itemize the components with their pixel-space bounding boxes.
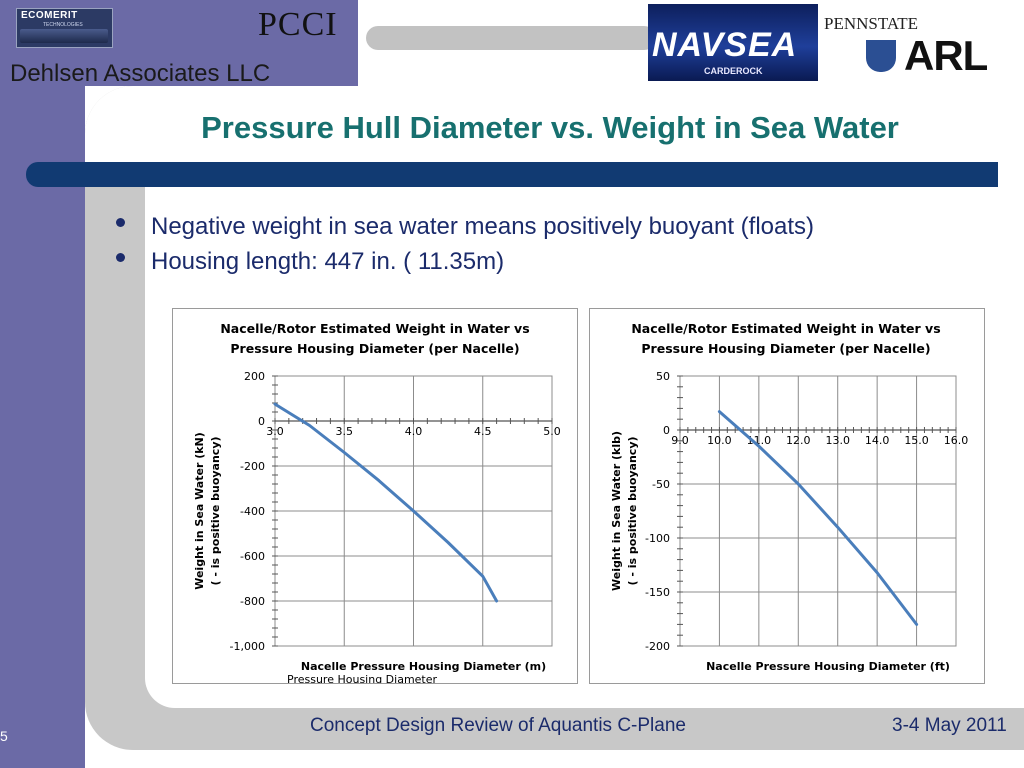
wave-icon xyxy=(20,29,108,43)
chart-metric-svg: Nacelle/Rotor Estimated Weight in Water … xyxy=(193,321,561,686)
y-tick-label: -150 xyxy=(645,586,670,599)
ecomerit-logo-subtext: TECHNOLOGIES xyxy=(43,22,83,28)
series-line xyxy=(273,402,499,603)
x-tick-label: 14.0 xyxy=(865,434,890,447)
x-tick-label: 3.5 xyxy=(336,425,354,438)
y-axis-label: ( - is positive buoyancy) xyxy=(626,436,639,585)
chart-imperial-svg: Nacelle/Rotor Estimated Weight in Water … xyxy=(610,321,969,673)
x-tick-label: 13.0 xyxy=(825,434,850,447)
ecomerit-logo: ECOMERIT TECHNOLOGIES xyxy=(16,8,113,48)
y-tick-label: -1,000 xyxy=(230,640,265,653)
chart-imperial: Nacelle/Rotor Estimated Weight in Water … xyxy=(589,308,985,684)
x-tick-label: 3.0 xyxy=(266,425,284,438)
bullet-text: Negative weight in sea water means posit… xyxy=(151,213,814,240)
slide-number: 5 xyxy=(0,728,8,744)
navsea-logo-text: NAVSEA xyxy=(652,26,798,64)
header-pill xyxy=(366,26,656,50)
plot-area xyxy=(679,375,957,647)
y-tick-label: 50 xyxy=(656,370,670,383)
slide-title: Pressure Hull Diameter vs. Weight in Sea… xyxy=(201,110,899,145)
y-tick-label: -50 xyxy=(652,478,670,491)
y-axis-label: ( - is positive buoyancy) xyxy=(209,436,222,585)
x-tick-label: 15.0 xyxy=(904,434,929,447)
ecomerit-logo-text: ECOMERIT xyxy=(21,10,78,21)
bullet-icon xyxy=(116,218,125,227)
chart-metric: Nacelle/Rotor Estimated Weight in Water … xyxy=(172,308,578,686)
series-line xyxy=(717,410,919,626)
x-tick-label: 10.0 xyxy=(707,434,732,447)
arl-logo: ARL xyxy=(904,32,988,79)
y-tick-label: -600 xyxy=(240,550,265,563)
chart-title: Pressure Housing Diameter (per Nacelle) xyxy=(230,341,519,356)
y-tick-label: -800 xyxy=(240,595,265,608)
y-tick-label: 0 xyxy=(663,424,670,437)
x-axis-label: Nacelle Pressure Housing Diameter (m) xyxy=(301,660,546,673)
company-name: Dehlsen Associates LLC xyxy=(10,60,271,87)
y-tick-label: 0 xyxy=(258,415,265,428)
x-tick-label: 5.0 xyxy=(543,425,561,438)
chart-title: Nacelle/Rotor Estimated Weight in Water … xyxy=(631,321,940,336)
title-rule xyxy=(26,162,998,187)
y-tick-label: -400 xyxy=(240,505,265,518)
navsea-logo: NAVSEA CARDEROCK xyxy=(648,4,818,81)
sidebar-band xyxy=(0,0,85,768)
footer-date: 3-4 May 2011 xyxy=(892,715,1007,736)
x-axis-label: Nacelle Pressure Housing Diameter (ft) xyxy=(706,660,950,673)
overlap-label: Pressure Housing Diameter xyxy=(287,673,438,683)
y-tick-label: 200 xyxy=(244,370,265,383)
pcci-logo: PCCI xyxy=(258,6,338,43)
content-area xyxy=(85,86,1024,162)
bullet-text: Housing length: 447 in. ( 11.35m) xyxy=(151,248,505,275)
shield-icon xyxy=(866,40,896,72)
y-tick-label: -100 xyxy=(645,532,670,545)
x-tick-label: 4.0 xyxy=(405,425,423,438)
y-axis-label: Weight in Sea Water (klb) xyxy=(610,431,623,591)
chart-title: Nacelle/Rotor Estimated Weight in Water … xyxy=(220,321,529,336)
y-tick-label: -200 xyxy=(645,640,670,653)
footer-bar xyxy=(145,708,1024,750)
y-axis-label: Weight in Sea Water (kN) xyxy=(193,432,206,590)
x-tick-label: 16.0 xyxy=(944,434,969,447)
x-tick-label: 4.5 xyxy=(474,425,492,438)
footer-text: Concept Design Review of Aquantis C-Plan… xyxy=(310,715,686,736)
y-tick-label: -200 xyxy=(240,460,265,473)
bullet-icon xyxy=(116,253,125,262)
navsea-logo-subtext: CARDEROCK xyxy=(704,66,763,76)
chart-title: Pressure Housing Diameter (per Nacelle) xyxy=(641,341,930,356)
pennstate-logo: PENNSTATE xyxy=(824,14,919,33)
x-tick-label: 11.0 xyxy=(747,434,772,447)
x-tick-label: 12.0 xyxy=(786,434,811,447)
